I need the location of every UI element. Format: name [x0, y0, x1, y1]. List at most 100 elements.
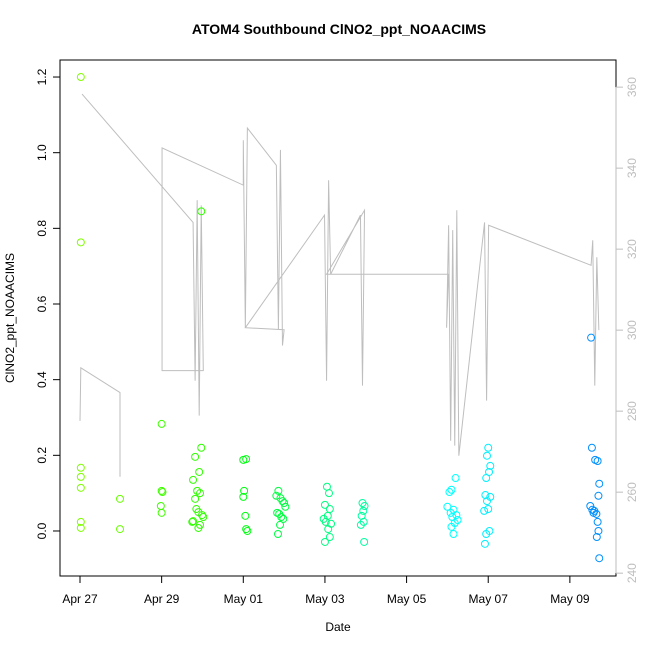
data-point: [594, 491, 603, 500]
data-point: [116, 525, 125, 534]
x-tick-label: Apr 29: [144, 592, 180, 606]
data-point: [320, 500, 329, 509]
y-tick-label: 0.0: [35, 522, 49, 539]
data-point: [191, 494, 200, 503]
data-point: [198, 511, 207, 520]
data-point: [76, 472, 85, 481]
data-point: [156, 502, 165, 511]
data-point: [199, 512, 208, 521]
data-point: [76, 523, 85, 532]
data-point: [595, 479, 604, 488]
data-point: [241, 511, 250, 520]
data-point: [484, 505, 493, 514]
data-point: [272, 491, 281, 500]
data-point: [360, 502, 369, 511]
y-tick-label: 0.4: [35, 371, 49, 388]
y-axis-label: ClNO2_ppt_NOAACIMS: [3, 253, 17, 383]
data-point: [325, 505, 334, 514]
data-point: [592, 509, 601, 518]
data-point: [242, 455, 251, 464]
y2-tick-label: 280: [625, 401, 639, 421]
data-point: [76, 73, 85, 82]
data-point: [594, 526, 603, 535]
data-point: [274, 486, 283, 495]
series-line: [79, 93, 600, 477]
data-point: [276, 520, 285, 529]
data-point: [587, 443, 596, 452]
data-point: [482, 530, 491, 539]
data-point: [595, 554, 604, 563]
y-tick-label: 0.2: [35, 447, 49, 464]
data-point: [280, 498, 289, 507]
data-point: [325, 533, 334, 542]
data-point: [243, 526, 252, 535]
data-point: [447, 522, 456, 531]
data-point: [189, 475, 198, 484]
x-tick-label: May 01: [224, 592, 264, 606]
data-point: [356, 520, 365, 529]
data-point: [116, 494, 125, 503]
data-point: [76, 238, 85, 247]
y2-tick-label: 260: [625, 482, 639, 502]
y2-tick-label: 360: [625, 77, 639, 97]
data-point: [76, 483, 85, 492]
data-point: [194, 523, 203, 532]
x-tick-label: May 07: [469, 592, 509, 606]
data-point: [586, 502, 595, 511]
data-point: [481, 491, 490, 500]
data-point: [279, 514, 288, 523]
x-tick-label: May 09: [550, 592, 590, 606]
data-point: [76, 463, 85, 472]
data-point: [325, 489, 334, 498]
data-point: [451, 474, 460, 483]
data-point: [592, 533, 601, 542]
data-point: [483, 497, 492, 506]
data-point: [277, 512, 286, 521]
y-tick-label: 0.6: [35, 295, 49, 312]
y-tick-label: 0.8: [35, 220, 49, 237]
data-point: [188, 517, 197, 526]
y2-tick-label: 320: [625, 239, 639, 259]
data-point: [273, 508, 282, 517]
data-point: [191, 452, 200, 461]
data-point: [445, 488, 454, 497]
x-tick-label: May 05: [387, 592, 427, 606]
data-point: [360, 537, 369, 546]
data-point: [587, 333, 596, 342]
data-point: [321, 517, 330, 526]
data-point: [158, 488, 167, 497]
x-axis-label: Date: [325, 620, 351, 634]
data-point: [484, 443, 493, 452]
x-tick-label: May 03: [305, 592, 345, 606]
data-point: [486, 461, 495, 470]
data-point: [189, 517, 198, 526]
data-point: [593, 517, 602, 526]
data-point: [482, 474, 491, 483]
data-point: [242, 525, 251, 534]
data-point: [157, 419, 166, 428]
data-point: [197, 443, 206, 452]
data-point: [443, 502, 452, 511]
y-tick-label: 1.2: [35, 68, 49, 85]
data-point: [196, 489, 205, 498]
data-point: [324, 525, 333, 534]
data-point: [322, 482, 331, 491]
x-tick-label: Apr 27: [62, 592, 98, 606]
data-point: [447, 485, 456, 494]
chart-title: ATOM4 Southbound ClNO2_ppt_NOAACIMS: [192, 21, 486, 37]
data-point: [76, 517, 85, 526]
data-point: [157, 508, 166, 517]
y2-tick-label: 240: [625, 563, 639, 583]
data-point: [593, 456, 602, 465]
data-point: [449, 530, 458, 539]
data-point: [281, 502, 290, 511]
data-point: [197, 207, 206, 216]
data-point: [359, 506, 368, 515]
y2-tick-label: 300: [625, 320, 639, 340]
data-point: [239, 492, 248, 501]
data-point: [483, 451, 492, 460]
plot-frame: [59, 59, 617, 577]
data-point: [320, 537, 329, 546]
